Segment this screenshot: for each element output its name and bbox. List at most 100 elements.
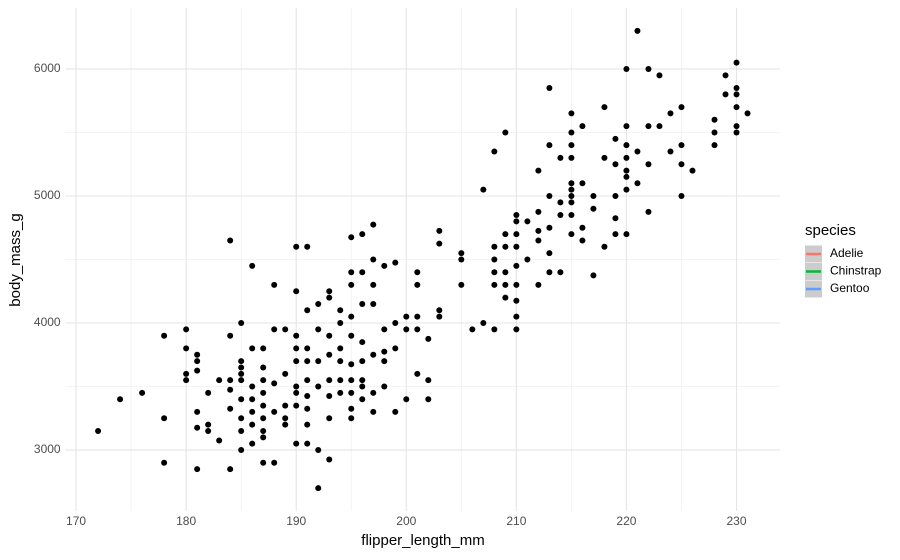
point [238,396,245,403]
point [304,358,311,365]
point [612,192,619,199]
point [579,180,586,187]
point [304,307,311,314]
point [535,208,542,215]
point [293,243,300,250]
point [249,262,256,269]
point [491,269,498,276]
x-tick-label: 220 [616,514,636,528]
point [348,377,355,384]
point [579,224,586,231]
point [568,231,575,238]
point [260,415,267,422]
point [359,396,366,403]
point [194,466,201,473]
point [513,212,520,219]
point [601,154,608,161]
point [502,281,509,288]
point [436,240,443,247]
point [260,459,267,466]
point [205,389,212,396]
point [623,154,630,161]
point [612,231,619,238]
point [227,332,234,339]
point [414,370,421,377]
point [524,218,531,225]
point [425,396,432,403]
point [645,65,652,72]
point [348,389,355,396]
point [392,320,399,327]
point [304,377,311,384]
point [260,427,267,434]
point [271,281,278,288]
point [502,294,509,301]
point [601,104,608,111]
point [249,440,256,447]
point [535,281,542,288]
point [744,110,751,117]
point [656,72,663,79]
point [623,173,630,180]
point [667,148,674,155]
point [304,421,311,428]
point [348,269,355,276]
point [238,447,245,454]
point [414,269,421,276]
point [249,345,256,352]
point [238,427,245,434]
point [414,313,421,320]
point [260,389,267,396]
point [513,262,520,269]
point [227,237,234,244]
point [161,415,168,422]
point [568,129,575,136]
point [579,237,586,244]
legend-label: Gentoo [830,281,870,295]
point [601,243,608,250]
x-tick-label: 210 [506,514,526,528]
point [359,377,366,384]
point [304,440,311,447]
point [546,142,553,149]
point [238,415,245,422]
point [348,332,355,339]
point [304,393,311,400]
points [95,27,751,492]
point [370,256,377,263]
point [370,408,377,415]
point [678,142,685,149]
point [271,459,278,466]
point [645,208,652,215]
point [513,243,520,250]
point [293,440,300,447]
point [359,339,366,346]
point [568,212,575,219]
point [348,281,355,288]
point [414,326,421,333]
point [315,300,322,307]
point [337,389,344,396]
point [711,116,718,123]
point [403,396,410,403]
point [139,389,146,396]
point [348,234,355,241]
point [568,199,575,206]
point [194,408,201,415]
point [315,447,322,454]
y-tick-label: 5000 [34,188,61,202]
point [293,383,300,390]
point [414,281,421,288]
point [678,104,685,111]
point [436,307,443,314]
point [205,421,212,428]
point [260,377,267,384]
point [337,358,344,365]
point [227,466,234,473]
point [282,415,289,422]
grid [65,8,780,511]
point [216,437,223,444]
point [183,345,190,352]
point [425,377,432,384]
point [293,358,300,365]
